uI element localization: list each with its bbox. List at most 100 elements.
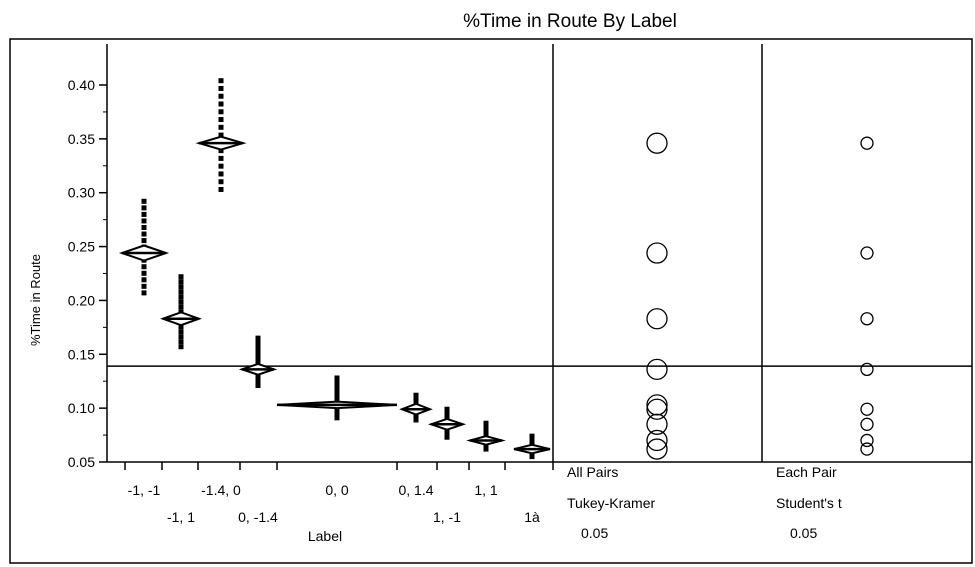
data-point <box>218 93 224 99</box>
data-point <box>413 392 419 398</box>
data-point <box>178 299 184 305</box>
data-point <box>255 359 261 365</box>
group-marker-7 <box>427 406 467 440</box>
data-point <box>334 378 340 384</box>
data-point <box>334 406 340 412</box>
data-point <box>255 345 261 351</box>
data-point <box>178 304 184 310</box>
comparison-circle <box>860 433 874 448</box>
y-tick-label: 0.10 <box>68 400 95 416</box>
data-point <box>218 163 224 169</box>
data-point <box>141 231 147 237</box>
data-point <box>218 78 224 84</box>
data-point <box>218 85 224 91</box>
data-point <box>444 406 450 412</box>
x-tick-label: -1, -1 <box>128 482 161 498</box>
panel-method-line1: All Pairs <box>567 464 618 480</box>
data-point <box>141 198 147 204</box>
comparison-circle <box>646 242 668 264</box>
comparison-circle <box>860 246 874 260</box>
data-point <box>334 375 340 381</box>
data-point <box>483 420 489 426</box>
x-axis-label: Label <box>308 528 342 544</box>
data-point <box>178 289 184 295</box>
comparison-circle <box>860 362 874 377</box>
comparison-circle <box>646 413 668 435</box>
group-marker-8 <box>466 420 506 452</box>
data-point <box>178 344 184 350</box>
panel-alpha: 0.05 <box>790 525 817 541</box>
data-point <box>255 379 261 385</box>
data-point <box>529 433 535 439</box>
data-point <box>218 179 224 185</box>
x-tick-label: -1, 1 <box>167 509 195 525</box>
x-tick-label: 1à <box>524 509 540 525</box>
data-point <box>334 412 340 418</box>
y-tick-label: 0.20 <box>68 292 95 308</box>
data-point <box>334 415 340 421</box>
data-point <box>255 355 261 361</box>
chart-title: %Time in Route By Label <box>463 11 677 32</box>
data-point <box>141 290 147 296</box>
data-point <box>178 279 184 285</box>
comparison-circle <box>860 442 874 456</box>
data-point <box>141 270 147 276</box>
data-point <box>334 409 340 415</box>
y-tick-label: 0.05 <box>68 454 95 470</box>
comparison-circle <box>860 402 874 416</box>
group-marker-9 <box>513 433 551 460</box>
data-point <box>218 171 224 177</box>
data-point <box>178 334 184 340</box>
comparison-circle <box>646 394 668 416</box>
x-tick-label: 0, -1.4 <box>238 509 278 525</box>
data-point <box>141 211 147 217</box>
data-point <box>178 329 184 335</box>
comparison-circle <box>646 438 668 460</box>
comparison-panels: All Pairs Tukey-Kramer 0.05 Each Pair Studen… <box>552 44 972 541</box>
data-point <box>218 155 224 161</box>
data-point <box>334 392 340 398</box>
group-marker-1 <box>118 198 170 296</box>
comparison-circle <box>860 312 874 326</box>
data-point <box>178 324 184 330</box>
group-marker-5 <box>276 375 398 421</box>
data-point <box>255 342 261 348</box>
comparison-circle <box>646 358 668 381</box>
data-point <box>141 224 147 230</box>
data-point <box>255 335 261 341</box>
panel-method-line2: Student's t <box>776 495 842 511</box>
data-point <box>255 339 261 345</box>
data-point <box>141 218 147 224</box>
comparison-circle <box>646 398 668 420</box>
group-marker-4 <box>238 335 278 389</box>
data-point <box>141 264 147 270</box>
data-point <box>334 389 340 395</box>
data-point <box>334 386 340 392</box>
data-point <box>334 384 340 390</box>
data-point <box>218 132 224 138</box>
data-point <box>141 277 147 283</box>
data-point <box>334 381 340 387</box>
panel-alpha: 0.05 <box>581 525 608 541</box>
comparison-circle <box>646 308 668 330</box>
data-point <box>178 274 184 280</box>
data-point <box>141 238 147 244</box>
data-point <box>255 376 261 382</box>
data-point <box>178 294 184 300</box>
data-point <box>218 101 224 107</box>
data-point <box>255 349 261 355</box>
y-tick-label: 0.40 <box>68 77 95 93</box>
y-tick-label: 0.25 <box>68 239 95 255</box>
y-axis-label: %Time in Route <box>28 254 43 346</box>
data-point <box>255 352 261 358</box>
data-point <box>218 117 224 123</box>
data-point <box>334 395 340 401</box>
comparison-circle <box>860 417 874 431</box>
data-point <box>255 383 261 389</box>
y-tick-label: 0.15 <box>68 346 95 362</box>
panel-method-line2: Tukey-Kramer <box>567 495 656 511</box>
x-tick-label: 0, 0 <box>325 482 349 498</box>
group-marker-2 <box>160 274 202 350</box>
data-point <box>178 339 184 345</box>
